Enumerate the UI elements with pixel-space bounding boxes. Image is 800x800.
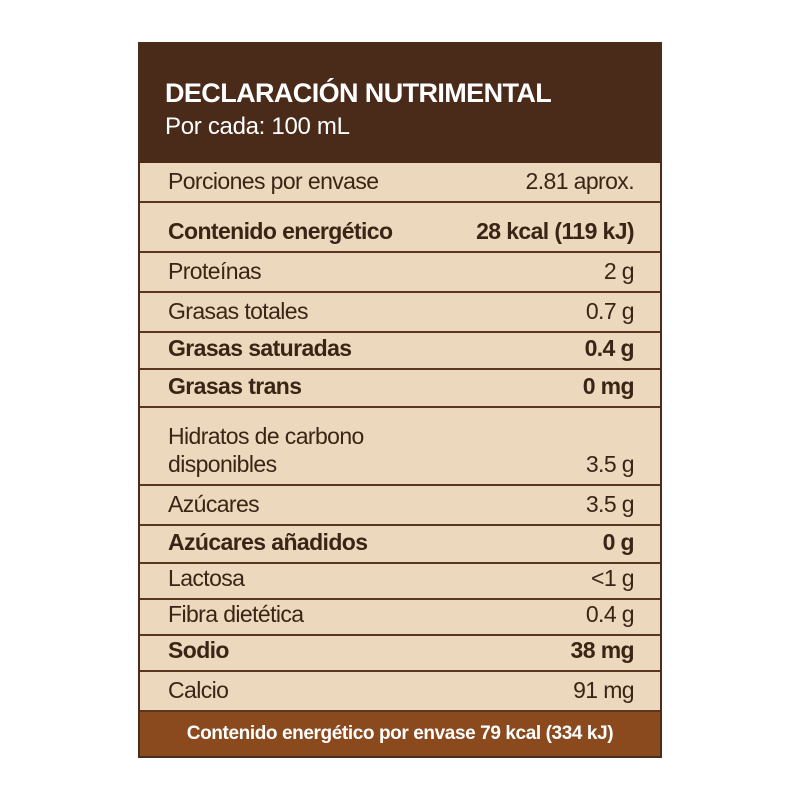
nutrition-label: DECLARACIÓN NUTRIMENTAL Por cada: 100 mL… (138, 42, 662, 758)
nutrient-value: 0.4 g (584, 335, 635, 361)
nutrient-value: 0 g (602, 529, 635, 555)
table: Porciones por envase 2.81 aprox. Contenido… (140, 163, 660, 712)
nutrient-row: Contenido energético 28 kcal (119 kJ) (140, 203, 660, 253)
nutrient-row: Sodio 38 mg (140, 636, 660, 672)
nutrient-label: Proteínas (168, 258, 262, 284)
nutrient-label: Calcio (168, 677, 229, 703)
nutrient-row: Fibra dietética 0.4 g (140, 600, 660, 636)
subtitle: Por cada: 100 mL (165, 113, 350, 140)
nutrient-row: Grasas trans 0 mg (140, 370, 660, 408)
nutrient-label: Grasas saturadas (168, 335, 352, 361)
nutrient-label: Grasas totales (168, 298, 308, 324)
nutrient-label: Porciones por envase (168, 168, 379, 194)
nutrient-value: 2 g (603, 258, 635, 284)
nutrient-value: <1 g (590, 565, 635, 591)
nutrient-row: Proteínas 2 g (140, 253, 660, 293)
nutrient-row: Hidratos de carbono disponibles 3.5 g (140, 408, 660, 486)
nutrient-label: Hidratos de carbono disponibles (168, 423, 364, 477)
nutrient-row: Grasas saturadas 0.4 g (140, 333, 660, 370)
nutrient-label: Azúcares (168, 491, 260, 517)
nutrient-value: 28 kcal (119 kJ) (476, 218, 635, 244)
nutrient-label: Contenido energético (168, 218, 393, 244)
nutrient-value: 0.7 g (585, 298, 635, 324)
nutrient-value: 38 mg (570, 637, 635, 663)
nutrient-row: Azúcares añadidos 0 g (140, 526, 660, 564)
nutrient-value: 3.5 g (585, 491, 635, 517)
nutrient-row: Porciones por envase 2.81 aprox. (140, 163, 660, 203)
nutrient-label: Grasas trans (168, 373, 302, 399)
header: DECLARACIÓN NUTRIMENTAL Por cada: 100 mL (140, 44, 660, 163)
nutrient-value: 3.5 g (585, 451, 635, 477)
nutrient-row: Azúcares 3.5 g (140, 486, 660, 526)
nutrient-value: 91 mg (573, 677, 635, 703)
nutrient-label: Fibra dietética (168, 601, 304, 627)
nutrient-label: Sodio (168, 637, 229, 663)
nutrient-value: 2.81 aprox. (525, 168, 635, 194)
nutrient-label: Lactosa (168, 565, 245, 591)
nutrient-value: 0 mg (582, 373, 635, 399)
footer: Contenido energético por envase 79 kcal … (140, 712, 660, 756)
nutrient-row: Grasas totales 0.7 g (140, 293, 660, 333)
nutrient-row: Calcio 91 mg (140, 672, 660, 712)
nutrient-label: Azúcares añadidos (168, 529, 368, 555)
title: DECLARACIÓN NUTRIMENTAL (165, 78, 552, 108)
nutrient-value: 0.4 g (585, 601, 635, 627)
nutrient-row: Lactosa <1 g (140, 564, 660, 600)
